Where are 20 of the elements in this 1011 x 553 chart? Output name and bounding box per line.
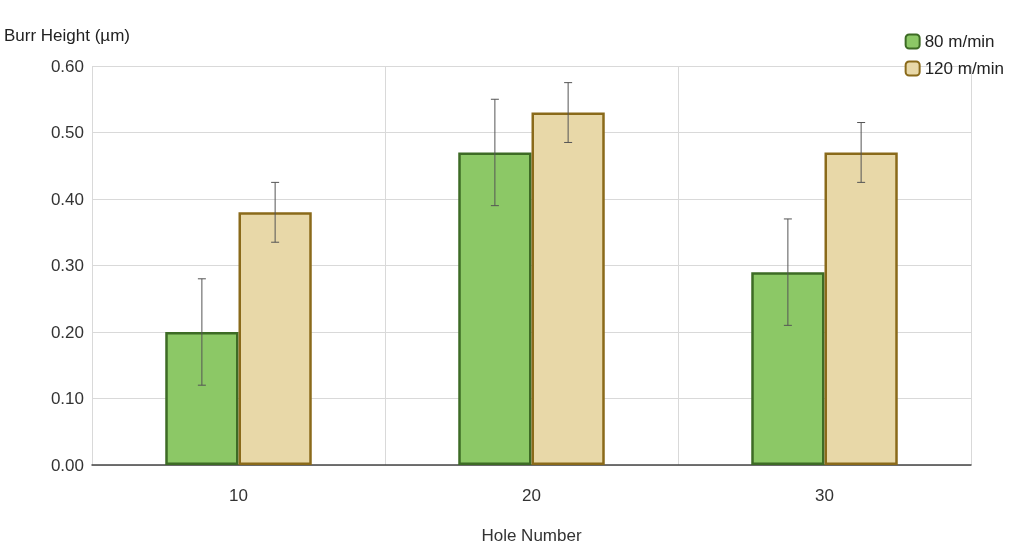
y-tick-label: 0.50 bbox=[50, 123, 84, 142]
legend-label: 120 m/min bbox=[924, 59, 1005, 78]
y-tick-label: 0.60 bbox=[50, 56, 84, 76]
y-tick-label: 0.30 bbox=[50, 256, 84, 275]
x-axis-title: Hole Number bbox=[481, 526, 582, 545]
y-tick-label: 0.20 bbox=[50, 322, 84, 342]
bar bbox=[531, 112, 605, 465]
y-tick-label: 0.00 bbox=[50, 455, 84, 475]
x-tick-label: 10 bbox=[229, 486, 248, 505]
x-tick-label: 20 bbox=[522, 486, 541, 505]
y-axis-title: Burr Height (µm) bbox=[4, 26, 130, 45]
bar bbox=[165, 332, 239, 465]
bar bbox=[238, 212, 312, 465]
bar bbox=[751, 272, 825, 465]
y-tick-label: 0.10 bbox=[50, 389, 84, 408]
y-tick-label: 0.40 bbox=[50, 189, 84, 209]
legend-label: 80 m/min bbox=[924, 32, 995, 51]
x-tick-label: 30 bbox=[815, 486, 834, 505]
bar bbox=[824, 152, 898, 465]
bar bbox=[458, 152, 532, 465]
